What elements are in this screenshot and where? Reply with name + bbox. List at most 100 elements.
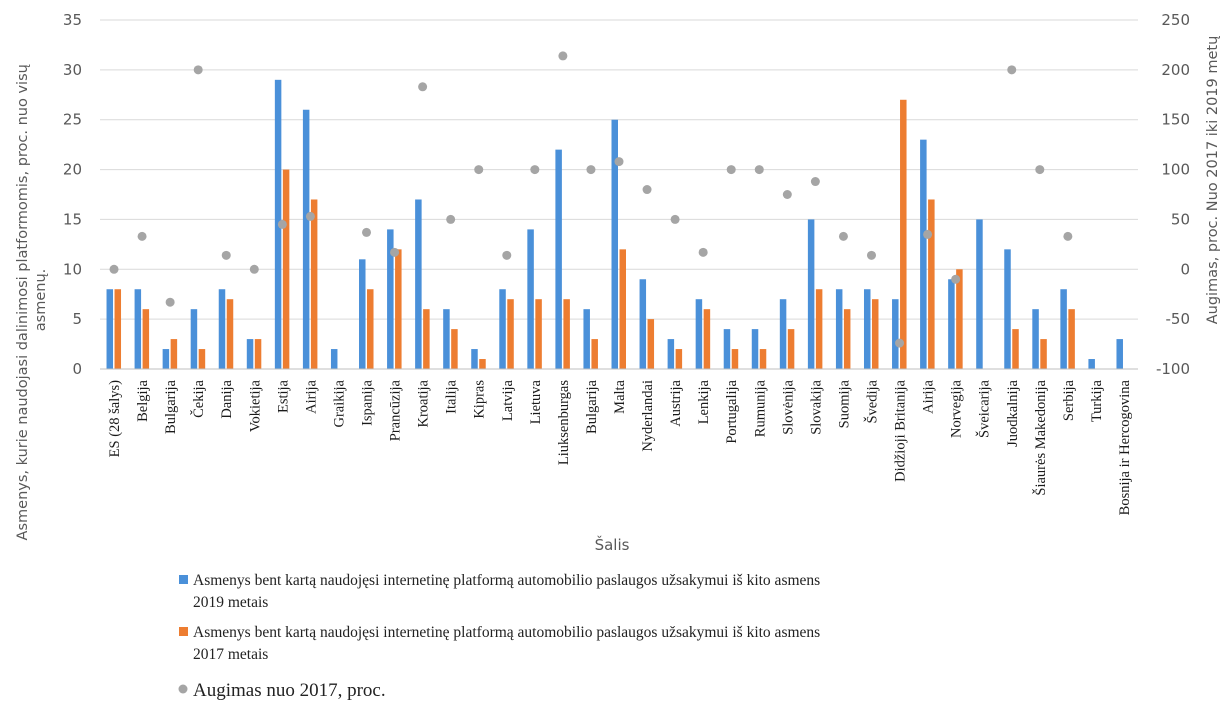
bar-2017	[114, 289, 122, 369]
bar-2017	[731, 349, 739, 369]
legend-label-growth: Augimas nuo 2017, proc.	[193, 680, 386, 701]
bar-2019	[302, 109, 310, 369]
y2-tick-label: 0	[1180, 260, 1190, 278]
x-tick-label: Airija	[303, 379, 319, 413]
legend-label-2019-line-1: Asmenys bent kartą naudojęsi internetinę…	[193, 572, 820, 589]
x-tick-label: Kroatija	[416, 379, 432, 427]
growth-point	[502, 250, 512, 260]
y-tick-label: 35	[63, 11, 82, 29]
growth-point	[221, 250, 231, 260]
bar-2017	[900, 99, 907, 370]
x-tick-label: Čekija	[190, 379, 207, 417]
x-tick-label: Estija	[275, 379, 291, 413]
y2-tick-label: 150	[1161, 111, 1190, 129]
growth-point	[558, 51, 568, 61]
legend-swatch-2019	[179, 575, 188, 584]
growth-point	[670, 214, 680, 224]
bar-2017	[787, 329, 795, 369]
bar-2017	[226, 299, 234, 369]
x-tick-label: Italija	[444, 379, 460, 413]
x-tick-label: ES (28 šalys)	[107, 380, 123, 458]
x-tick-label: Lenkija	[696, 379, 712, 424]
bar-2019	[555, 149, 562, 369]
x-tick-label: Serbija	[1061, 379, 1077, 421]
bar-2019	[948, 279, 955, 369]
x-tick-label: Turkija	[1089, 379, 1105, 422]
growth-point	[642, 185, 652, 195]
y2-tick-label: 100	[1161, 161, 1190, 179]
bar-2017	[310, 199, 318, 369]
left-axis-ticks: 0 5 10 15 20 25 30 35	[63, 11, 82, 378]
y-axis-title-line-1: Asmenys, kurie naudojasi dalinimosi plat…	[15, 64, 31, 540]
x-tick-label: Portugalija	[724, 379, 740, 443]
growth-point	[474, 165, 484, 175]
x-tick-label: Šiaurės Makedonija	[1032, 379, 1049, 495]
x-tick-label: Ispanija	[360, 379, 376, 425]
bar-2017	[423, 309, 430, 369]
x-tick-label: Vokietija	[247, 379, 263, 432]
y-tick-label: 30	[63, 61, 82, 79]
bar-2017	[647, 319, 655, 369]
bar-2017	[198, 349, 206, 369]
growth-point	[165, 297, 175, 307]
growth-point	[923, 229, 933, 239]
bar-2019	[1088, 359, 1095, 369]
bar-2017	[871, 299, 879, 369]
x-tick-label: Bulgarija	[163, 379, 179, 434]
bar-2019	[106, 289, 114, 369]
y-tick-label: 10	[63, 260, 82, 278]
growth-point	[137, 231, 147, 241]
growth-point	[1035, 165, 1045, 175]
y2-tick-label: 250	[1161, 11, 1190, 29]
growth-point	[109, 264, 119, 274]
bar-2019	[443, 309, 450, 369]
bar-2017	[619, 249, 626, 369]
growth-point	[390, 247, 400, 257]
bar-2017	[282, 169, 290, 369]
bar-2019	[920, 139, 927, 369]
growth-point	[1063, 231, 1073, 241]
y-tick-label: 25	[63, 111, 82, 129]
bar-2017	[451, 329, 458, 369]
x-tick-label: Slovėnija	[780, 379, 796, 434]
x-tick-label: Norvegija	[949, 379, 965, 438]
right-axis-ticks: -100 -50 0 50 100 150 200 250	[1156, 11, 1190, 378]
bar-2019	[190, 309, 198, 369]
growth-point	[782, 190, 792, 199]
bar-2017	[507, 299, 514, 369]
bar-2017	[759, 349, 767, 369]
bar-2017	[1040, 339, 1047, 369]
bar-2017	[928, 199, 935, 369]
x-tick-label: Malta	[612, 379, 628, 413]
x-tick-label: Graikija	[331, 379, 347, 427]
x-tick-label: Latvija	[500, 379, 516, 421]
legend-label-2019-line-2: 2019 metais	[193, 594, 268, 611]
x-tick-label: Didžioji Britanija	[893, 379, 909, 481]
bar-2019	[667, 339, 675, 369]
x-tick-label: Bosnija ir Hercogovina	[1117, 379, 1133, 515]
bar-2017	[956, 269, 963, 369]
growth-points	[109, 51, 1073, 348]
y2-tick-label: 50	[1171, 210, 1190, 228]
bar-2017	[1012, 329, 1019, 369]
bar-2019	[1032, 309, 1039, 369]
growth-point	[193, 65, 203, 75]
y2-tick-label: 200	[1161, 61, 1190, 79]
x-tick-label: Bulgarija	[584, 379, 600, 434]
legend: Asmenys bent kartą naudojęsi internetinę…	[178, 572, 820, 701]
growth-point	[1007, 65, 1017, 75]
bar-2019	[218, 289, 226, 369]
bar-2019	[499, 289, 506, 369]
y-tick-label: 5	[72, 310, 82, 328]
x-tick-label: Lietuva	[528, 379, 544, 424]
y2-tick-label: -50	[1166, 310, 1191, 328]
growth-point	[305, 211, 315, 221]
legend-label-2017-line-1: Asmenys bent kartą naudojęsi internetinę…	[193, 624, 820, 641]
bar-2019	[1004, 249, 1011, 369]
bar-2017	[395, 249, 402, 369]
bar-2019	[527, 229, 534, 369]
bar-2019	[751, 329, 759, 369]
x-axis-title: Šalis	[595, 535, 630, 554]
bar-2019	[134, 289, 142, 369]
bar-2019	[611, 119, 618, 369]
